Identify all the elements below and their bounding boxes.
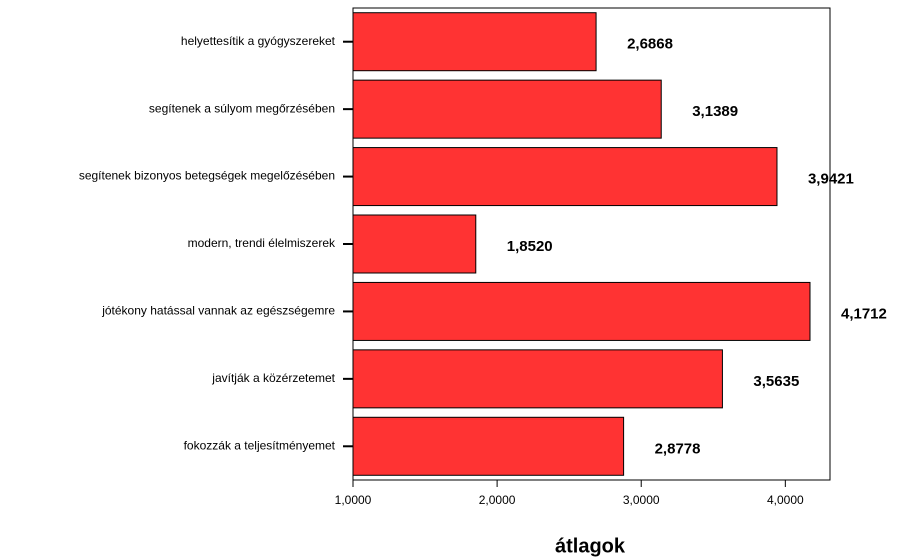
value-label: 4,1712 <box>841 305 887 322</box>
bar <box>352 12 597 72</box>
y-tick-label: jótékony hatással vannak az egészségemre <box>101 304 335 318</box>
x-tick-label: 2,0000 <box>479 493 516 507</box>
value-label: 2,8778 <box>655 440 701 457</box>
x-tick-label: 3,0000 <box>623 493 660 507</box>
y-tick-label: segítenek a súlyom megőrzésében <box>149 101 335 115</box>
x-tick-label: 4,0000 <box>767 493 804 507</box>
value-label: 1,8520 <box>507 238 553 255</box>
bar <box>352 281 811 341</box>
value-label: 2,6868 <box>627 36 673 53</box>
value-label: 3,1389 <box>692 103 738 120</box>
y-tick-label: fokozzák a teljesítményemet <box>184 438 336 452</box>
bar <box>352 214 477 274</box>
bar <box>352 147 778 207</box>
x-axis-label: átlagok <box>555 535 626 557</box>
y-tick-label: helyettesítik a gyógyszereket <box>181 34 336 48</box>
value-label: 3,9421 <box>808 171 854 188</box>
x-tick-label: 1,0000 <box>335 493 372 507</box>
value-label: 3,5635 <box>753 373 799 390</box>
bar <box>352 416 625 476</box>
bar <box>352 79 662 139</box>
y-tick-label: modern, trendi élelmiszerek <box>188 236 336 250</box>
y-tick-label: javítják a közérzetemet <box>211 371 335 385</box>
y-tick-label: segítenek bizonyos betegségek megelőzésé… <box>79 169 335 183</box>
bar <box>352 349 723 409</box>
